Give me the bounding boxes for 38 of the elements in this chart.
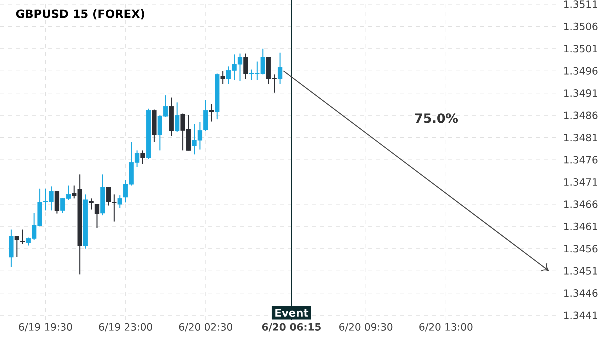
candlestick: [175, 102, 180, 133]
candlestick: [20, 229, 26, 245]
x-tick-label: 6/20 13:00: [420, 323, 473, 332]
y-tick-label: 1.3471: [564, 178, 598, 186]
candlestick: [9, 229, 14, 268]
candlestick: [140, 150, 146, 164]
y-tick-label: 1.3491: [564, 90, 598, 98]
y-tick-label: 1.3511: [564, 0, 598, 8]
y-tick-label: 1.3506: [564, 22, 598, 30]
candlestick: [118, 195, 122, 209]
annotation: 75.0%: [415, 114, 458, 124]
candlestick: [14, 236, 20, 258]
candlestick: [244, 53, 248, 80]
y-tick-label: 1.3456: [564, 245, 598, 253]
y-tick-label: 1.3446: [564, 290, 598, 298]
candlestick: [278, 52, 283, 85]
x-tick-label: 6/20 02:30: [179, 323, 232, 332]
x-tick-label: 6/20 09:30: [340, 323, 393, 332]
y-tick-label: 1.3486: [564, 112, 598, 120]
candlestick: [54, 190, 60, 214]
y-tick-label: 1.3466: [564, 200, 598, 208]
text: GBPUSD 15 (FOREX): [16, 10, 144, 20]
x-tick-label: 6/19 19:30: [19, 323, 72, 332]
x-tick-label: 6/19 23:00: [99, 323, 152, 332]
y-tick-label: 1.3476: [564, 156, 598, 164]
candlestick: [209, 104, 214, 122]
y-tick-label: 1.3441: [564, 312, 598, 320]
y-tick-label: 1.3481: [564, 134, 598, 142]
y-tick-label: 1.3496: [564, 67, 598, 75]
y-tick-label: 1.3501: [564, 45, 598, 53]
candlestick: [204, 100, 208, 132]
x-tick-label: 6/20 06:15: [262, 323, 321, 332]
candlestick: [220, 70, 226, 85]
y-tick-label: 1.3451: [564, 267, 598, 275]
ref-line-label: Event: [276, 309, 309, 318]
candlestick: [94, 204, 100, 228]
y-tick-label: 1.3461: [564, 222, 598, 230]
candlestick: [89, 198, 94, 210]
